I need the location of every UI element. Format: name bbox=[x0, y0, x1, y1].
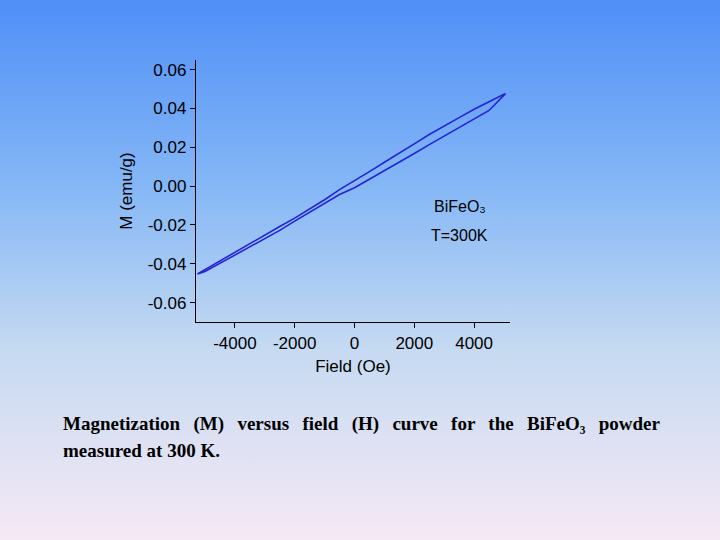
svg-text:Field (Oe): Field (Oe) bbox=[315, 357, 391, 376]
svg-text:0: 0 bbox=[350, 334, 359, 353]
svg-text:-0.06: -0.06 bbox=[148, 294, 187, 313]
svg-text:M (emu/g): M (emu/g) bbox=[117, 152, 136, 229]
svg-text:4000: 4000 bbox=[455, 334, 493, 353]
svg-text:0.02: 0.02 bbox=[153, 138, 186, 157]
svg-text:2000: 2000 bbox=[395, 334, 433, 353]
svg-text:0.04: 0.04 bbox=[153, 99, 186, 118]
svg-text:-0.02: -0.02 bbox=[148, 216, 187, 235]
svg-text:-4000: -4000 bbox=[213, 334, 256, 353]
svg-text:BiFeO₃: BiFeO₃ bbox=[434, 198, 486, 215]
svg-text:0.06: 0.06 bbox=[153, 61, 186, 80]
svg-text:-2000: -2000 bbox=[273, 334, 316, 353]
svg-text:T=300K: T=300K bbox=[431, 227, 488, 244]
html-text:Magnetization (M) versus field: Magnetization (M) versus field (H) curve… bbox=[63, 413, 660, 461]
svg-text:-0.04: -0.04 bbox=[148, 255, 187, 274]
svg-text:0.00: 0.00 bbox=[153, 177, 186, 196]
